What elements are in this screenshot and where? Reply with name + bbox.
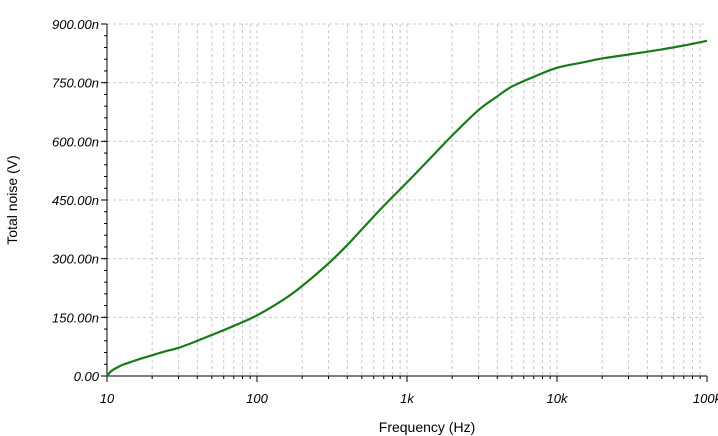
x-tick-label: 10	[100, 391, 115, 406]
x-axis-title: Frequency (Hz)	[379, 419, 475, 435]
y-tick-label: 600.00n	[52, 134, 99, 149]
noise-curve	[106, 39, 708, 377]
y-tick-label: 150.00n	[52, 310, 99, 325]
y-tick-label: 300.00n	[52, 252, 99, 267]
x-tick-label: 1k	[400, 391, 415, 406]
y-tick-label: 450.00n	[52, 193, 99, 208]
x-tick-label: 100	[246, 391, 268, 406]
series	[106, 39, 708, 377]
y-tick-label: 900.00n	[52, 17, 99, 32]
x-tick-label: 10k	[547, 391, 569, 406]
y-tick-label: 750.00n	[52, 76, 99, 91]
axes	[101, 23, 708, 382]
x-tick-label: 100k	[693, 391, 718, 406]
tick-labels: 0.00 150.00n 300.00n 450.00n 600.00n 750.00n 9…	[52, 17, 718, 406]
grid	[107, 23, 707, 376]
y-tick-label: 0.00	[74, 369, 100, 384]
y-axis-title: Total noise (V)	[4, 155, 20, 244]
